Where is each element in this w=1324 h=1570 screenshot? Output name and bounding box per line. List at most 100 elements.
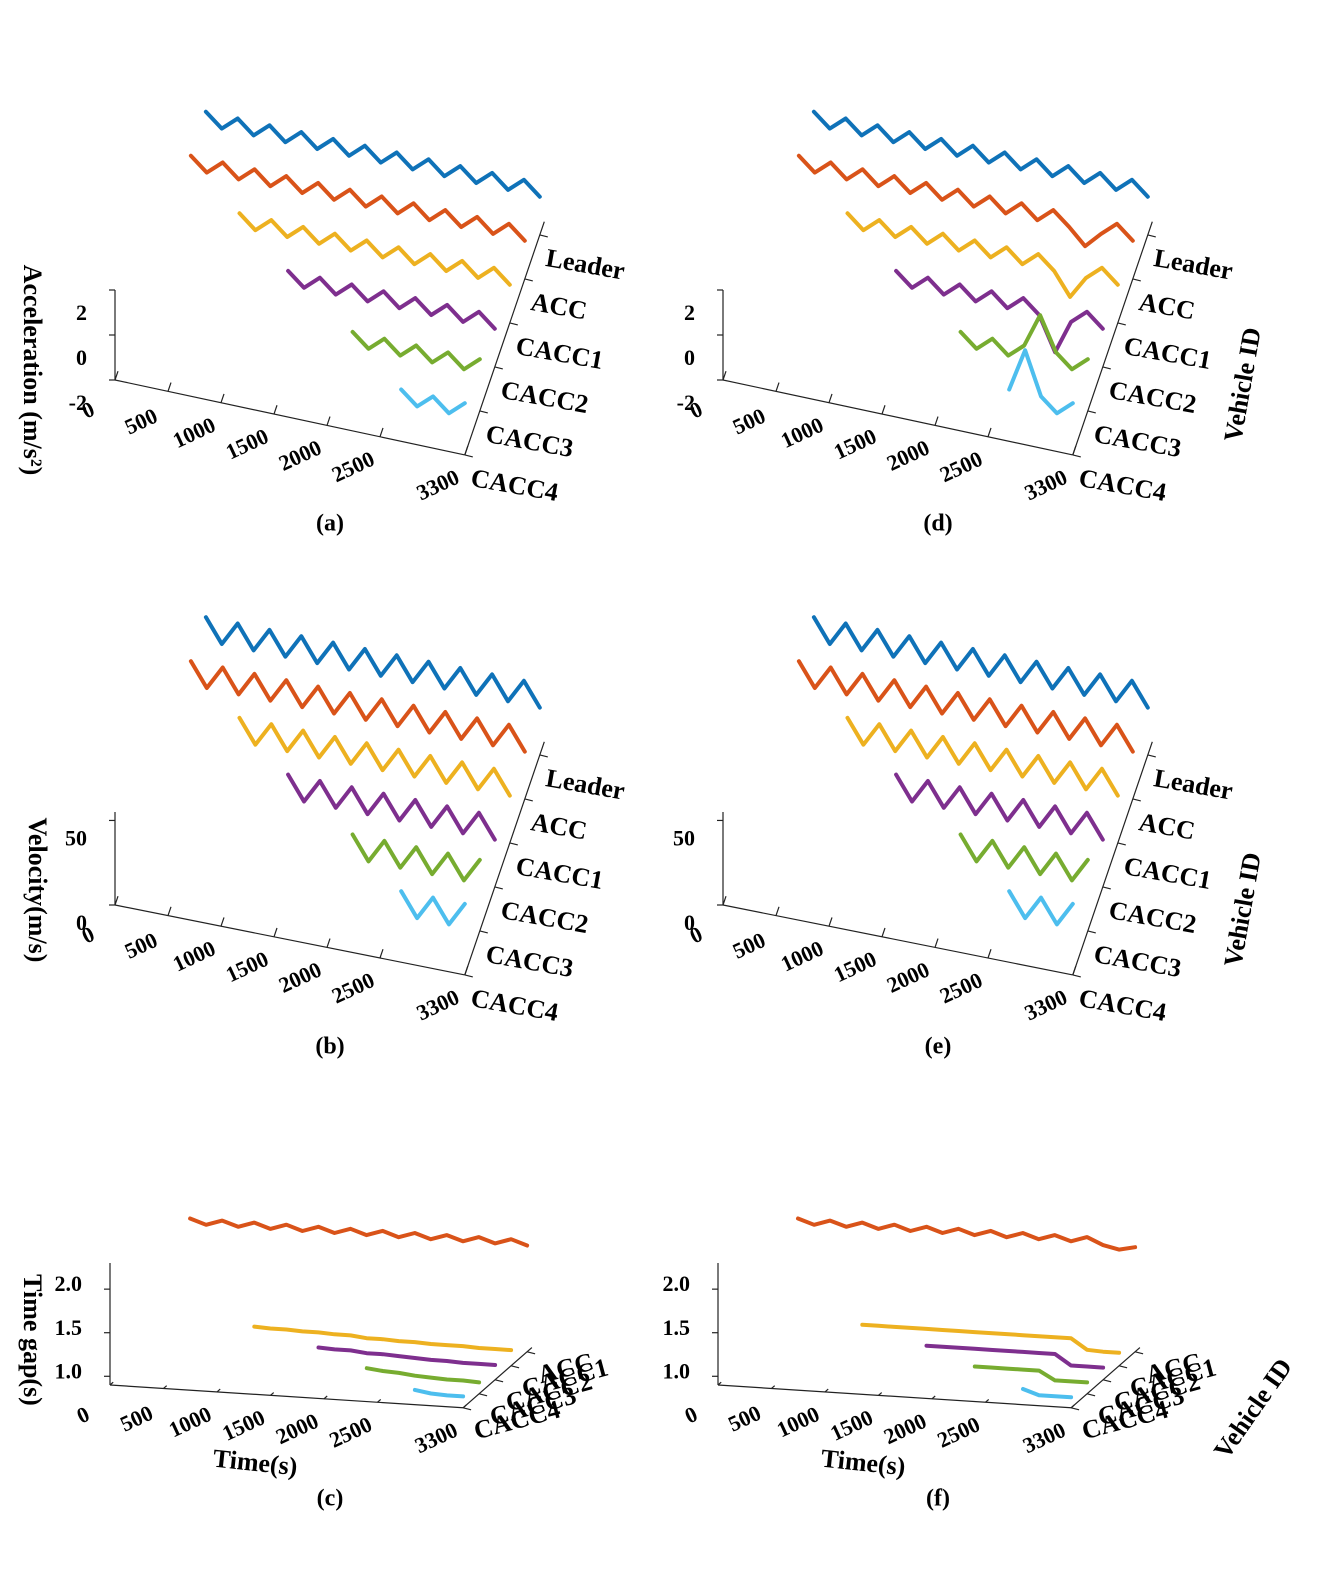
z-tick-label: -2 [69, 390, 87, 415]
series-line [399, 387, 467, 416]
x-axis [114, 379, 465, 456]
z-axis-title: Velocity(m/s) [23, 818, 52, 963]
x-tick [828, 917, 833, 927]
x-tick [828, 393, 833, 403]
x-tick [273, 927, 278, 937]
x-tick [464, 445, 469, 456]
series-line [924, 1343, 1106, 1370]
caption: (f) [926, 1486, 950, 1512]
series-line [1021, 1387, 1074, 1400]
x-tick [717, 1381, 722, 1386]
depth-tick [539, 754, 548, 758]
depth-tick [478, 1393, 488, 1397]
depth-tick [509, 842, 518, 846]
depth-tick [494, 886, 503, 890]
x-axis [722, 904, 1073, 976]
z-tick-label: 1.0 [663, 1358, 691, 1383]
series-line [316, 1345, 498, 1367]
z-tick-label: 0 [76, 345, 87, 370]
caption: (d) [923, 511, 952, 537]
depth-tick [1072, 974, 1081, 978]
depth-tick [526, 1351, 536, 1355]
depth-tick [494, 1379, 504, 1383]
depth-tick [479, 410, 488, 414]
z-tick-label: 50 [673, 826, 695, 851]
series-line [237, 715, 512, 798]
depth-tick [479, 930, 488, 934]
depth-axis [1070, 1347, 1141, 1409]
series-line [237, 211, 512, 287]
x-tick [771, 1385, 776, 1389]
series-line [203, 615, 542, 710]
series-line [188, 659, 527, 754]
caption: (a) [316, 511, 344, 537]
z-tick-label: 0 [684, 910, 695, 935]
depth-tick [1147, 754, 1156, 758]
x-tick [326, 938, 331, 948]
depth-axis [1072, 741, 1153, 976]
depth-tick [1072, 454, 1081, 458]
x-axis [109, 1384, 464, 1409]
depth-axis [1072, 221, 1153, 456]
caption: (c) [317, 1486, 344, 1512]
x-tick [326, 416, 331, 426]
x-tick [167, 382, 172, 392]
series-line [972, 1364, 1090, 1385]
z-tick-label: 0 [76, 910, 87, 935]
depth-tick [1102, 886, 1111, 890]
x-tick [163, 1385, 168, 1389]
x-tick [323, 1395, 328, 1400]
x-tick [985, 1398, 990, 1403]
depth-tick [1102, 366, 1111, 370]
x-tick [216, 1388, 221, 1393]
x-tick [167, 906, 172, 916]
x-tick [114, 371, 119, 381]
x-tick [270, 1392, 275, 1396]
series-line [796, 659, 1135, 754]
depth-tick [462, 1407, 472, 1411]
depth-tick [524, 278, 533, 282]
series-line [894, 772, 1105, 842]
series-line [811, 109, 1150, 199]
series-line [796, 153, 1135, 249]
x-tick [878, 1392, 883, 1396]
z-tick-label: 1.5 [55, 1315, 83, 1340]
z-tick-label: 2.0 [55, 1271, 83, 1296]
series-line [845, 211, 1120, 299]
depth-tick [1087, 410, 1096, 414]
depth-tick [464, 974, 473, 978]
z-tick-label: -2 [677, 390, 695, 415]
depth-axis [462, 1347, 533, 1409]
x-axis [114, 904, 465, 976]
x-tick [1072, 965, 1077, 976]
x-tick [273, 405, 278, 415]
x-tick [220, 917, 225, 927]
x-axis [717, 1384, 1072, 1409]
x-tick [109, 1381, 114, 1386]
series-line [1007, 889, 1075, 927]
caption: (e) [925, 1034, 952, 1060]
depth-tick [1070, 1407, 1080, 1411]
x-tick [824, 1388, 829, 1393]
x-tick [722, 896, 727, 906]
series-line [412, 1387, 466, 1399]
z-tick-label: 0 [684, 345, 695, 370]
z-tick-label: 2.0 [663, 1271, 691, 1296]
z-axis-title: Time gap(s) [18, 1274, 47, 1406]
depth-tick [1087, 930, 1096, 934]
z-tick-label: 1.0 [55, 1358, 83, 1383]
x-tick [1072, 445, 1077, 456]
caption: (b) [315, 1034, 344, 1060]
depth-axis [464, 221, 545, 456]
x-tick [220, 393, 225, 403]
x-tick [775, 382, 780, 392]
series-line [188, 1216, 530, 1248]
x-tick [379, 949, 384, 959]
series-line [350, 329, 482, 372]
x-tick [931, 1395, 936, 1400]
series-line [252, 1324, 514, 1353]
x-tick [775, 906, 780, 916]
series-line [845, 715, 1120, 798]
depth-tick [494, 366, 503, 370]
depth-tick [1117, 842, 1126, 846]
